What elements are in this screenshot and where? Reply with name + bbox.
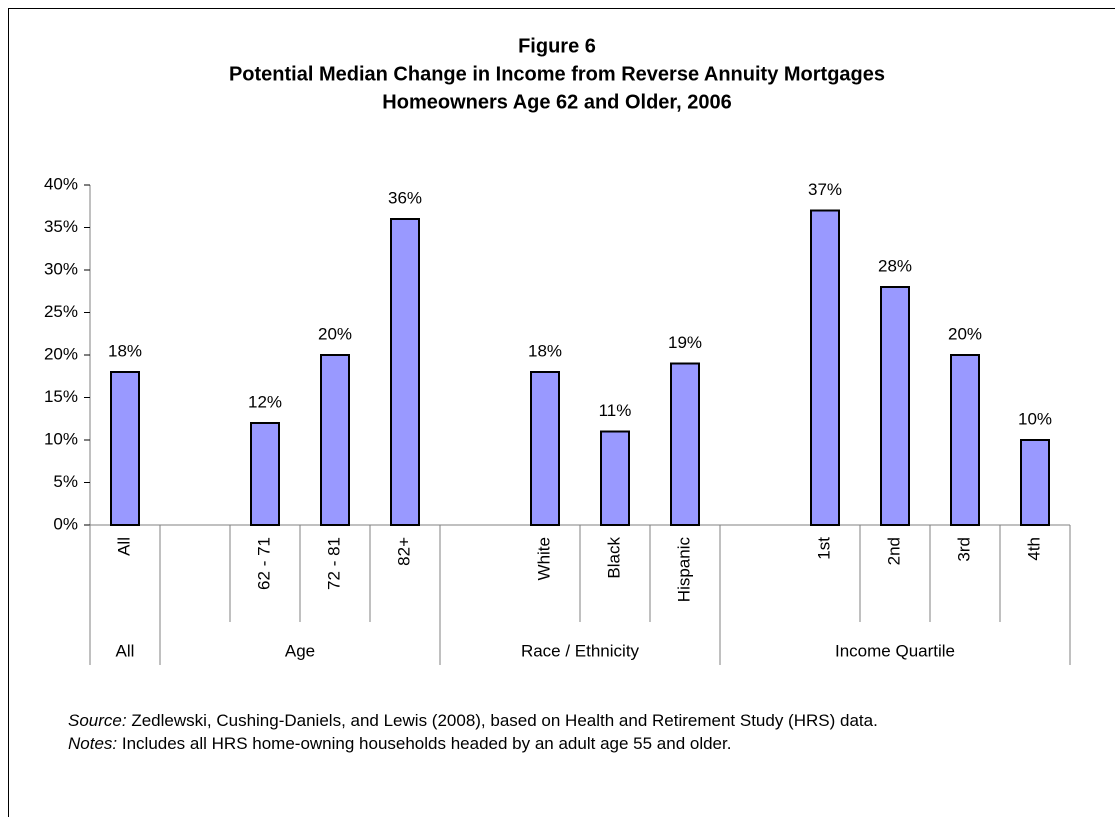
bar bbox=[110, 371, 140, 526]
y-tick-label: 0% bbox=[53, 514, 78, 533]
frame bbox=[8, 8, 1115, 817]
note-text: Zedlewski, Cushing-Daniels, and Lewis (2… bbox=[127, 711, 878, 730]
bar bbox=[320, 354, 350, 526]
value-label: 12% bbox=[248, 392, 282, 411]
bar bbox=[810, 209, 840, 526]
y-tick-label: 20% bbox=[44, 344, 78, 363]
y-tick-label: 35% bbox=[44, 217, 78, 236]
value-label: 18% bbox=[108, 341, 142, 360]
x-tick-label: 72 - 81 bbox=[324, 537, 343, 590]
value-label: 10% bbox=[1018, 409, 1052, 428]
bar bbox=[880, 286, 910, 526]
group-label: Age bbox=[285, 641, 315, 660]
value-label: 37% bbox=[808, 180, 842, 199]
group-label: Race / Ethnicity bbox=[521, 641, 640, 660]
note-label: Source: bbox=[68, 711, 127, 730]
bar bbox=[670, 362, 700, 526]
y-tick-label: 5% bbox=[53, 472, 78, 491]
note-text: Includes all HRS home-owning households … bbox=[117, 734, 731, 753]
bar bbox=[390, 218, 420, 526]
y-tick-label: 40% bbox=[44, 174, 78, 193]
value-label: 19% bbox=[668, 333, 702, 352]
bar bbox=[600, 430, 630, 526]
value-label: 18% bbox=[528, 341, 562, 360]
note-label: Notes: bbox=[68, 734, 117, 753]
x-tick-label: 62 - 71 bbox=[254, 537, 273, 590]
x-tick-label: Black bbox=[604, 537, 623, 579]
bar bbox=[250, 422, 280, 526]
value-label: 11% bbox=[599, 401, 632, 420]
x-tick-label: 3rd bbox=[954, 537, 973, 562]
x-tick-label: 1st bbox=[814, 537, 833, 560]
note: Source: Zedlewski, Cushing-Daniels, and … bbox=[68, 711, 878, 730]
group-label: All bbox=[116, 641, 135, 660]
value-label: 36% bbox=[388, 188, 422, 207]
bar bbox=[530, 371, 560, 526]
chart-subtitle: Potential Median Change in Income from R… bbox=[229, 63, 885, 85]
x-tick-label: White bbox=[534, 537, 553, 580]
x-tick-label: Hispanic bbox=[674, 537, 693, 603]
x-tick-label: 2nd bbox=[884, 537, 903, 565]
chart-subtitle: Homeowners Age 62 and Older, 2006 bbox=[382, 91, 731, 113]
y-tick-label: 15% bbox=[44, 387, 78, 406]
y-tick-label: 30% bbox=[44, 259, 78, 278]
note: Notes: Includes all HRS home-owning hous… bbox=[68, 734, 731, 753]
value-label: 20% bbox=[948, 324, 982, 343]
x-tick-label: 4th bbox=[1024, 537, 1043, 561]
y-tick-label: 25% bbox=[44, 302, 78, 321]
x-tick-label: 82+ bbox=[394, 537, 413, 566]
y-tick-label: 10% bbox=[44, 429, 78, 448]
bar bbox=[1020, 439, 1050, 526]
bar bbox=[950, 354, 980, 526]
value-label: 20% bbox=[318, 324, 352, 343]
chart-title: Figure 6 bbox=[518, 35, 596, 57]
group-label: Income Quartile bbox=[835, 641, 955, 660]
value-label: 28% bbox=[878, 256, 912, 275]
x-tick-label: All bbox=[114, 537, 133, 556]
